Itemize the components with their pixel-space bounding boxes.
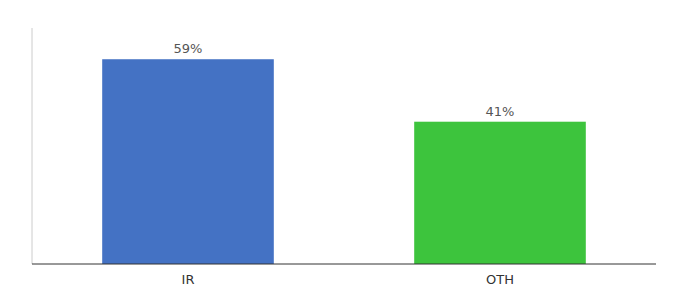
x-tick-label: OTH (486, 272, 514, 287)
chart-container: IR OTH 59% 41% (0, 0, 680, 300)
x-axis-line (32, 264, 656, 265)
chart: IR OTH 59% 41% (0, 0, 680, 300)
bars (102, 59, 586, 264)
data-label: 59% (174, 41, 203, 56)
x-tick-label: IR (182, 272, 195, 287)
bar (414, 122, 586, 264)
data-label: 41% (486, 104, 515, 119)
y-axis-line (32, 28, 33, 264)
bar (102, 59, 274, 264)
